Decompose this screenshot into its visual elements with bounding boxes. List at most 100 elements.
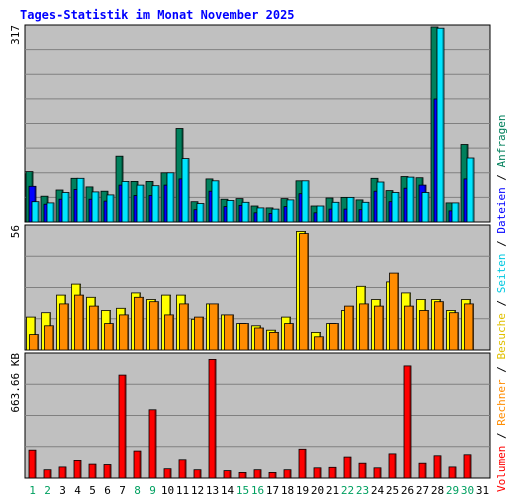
bar-rechner-day-30	[464, 303, 474, 351]
bar-shade	[124, 375, 126, 478]
bar-shade	[427, 193, 429, 222]
bar-rechner-day-1	[29, 334, 39, 351]
bar-shade	[154, 410, 156, 478]
x-tick-label-8: 8	[134, 484, 141, 497]
bar-seiten-day-28	[436, 27, 445, 223]
bar-shade	[112, 195, 114, 222]
bar-shade	[79, 460, 81, 478]
bar-volumen-day-24	[373, 467, 382, 479]
x-tick-label-7: 7	[119, 484, 126, 497]
bar-shade	[97, 192, 99, 222]
x-tick-label-2: 2	[44, 484, 51, 497]
legend-separator: /	[495, 167, 508, 187]
legend-vertical: Volumen / Rechner / Besuche / Seiten / D…	[495, 114, 508, 492]
bar-shade	[277, 332, 279, 350]
bar-seiten-day-17	[271, 208, 280, 223]
bar-rechner-day-9	[149, 301, 159, 351]
bar-rechner-day-11	[179, 303, 189, 351]
bar-seiten-day-16	[256, 207, 265, 223]
panel-top: 317	[9, 24, 491, 223]
bar-volumen-day-2	[43, 469, 52, 479]
bar-shade	[424, 463, 426, 478]
x-tick-label-14: 14	[221, 484, 235, 497]
bar-rechner-day-15	[239, 323, 249, 351]
bar-shade	[412, 306, 414, 350]
bar-shade	[52, 203, 54, 222]
bar-rechner-day-4	[74, 294, 84, 351]
bar-seiten-day-18	[286, 199, 295, 223]
bar-shade	[49, 470, 51, 478]
bar-shade	[262, 208, 264, 222]
bar-volumen-day-21	[328, 466, 337, 479]
bar-volumen-day-25	[388, 453, 397, 479]
bar-shade	[202, 204, 204, 222]
bar-shade	[367, 304, 369, 350]
bar-shade	[139, 451, 141, 478]
bar-volumen-day-29	[448, 466, 457, 479]
bar-shade	[427, 311, 429, 350]
bar-volumen-day-14	[223, 470, 232, 479]
bar-shade	[364, 463, 366, 478]
bar-shade	[457, 313, 459, 350]
chart-panels: 317 56 663.66 KB	[9, 24, 491, 479]
legend-item-seiten: Seiten	[495, 254, 508, 294]
bar-shade	[442, 302, 444, 350]
x-tick-label-26: 26	[401, 484, 414, 497]
panel-top-ymax-label: 317	[9, 25, 22, 45]
bar-shade	[199, 470, 201, 478]
x-tick-label-27: 27	[416, 484, 429, 497]
bar-rechner-day-3	[59, 303, 69, 351]
bar-shade	[304, 449, 306, 478]
legend-item-rechner: Rechner	[495, 379, 508, 426]
bar-shade	[97, 306, 99, 350]
bar-rechner-day-23	[359, 303, 369, 351]
bar-seiten-day-15	[241, 201, 250, 223]
x-tick-label-9: 9	[149, 484, 156, 497]
bar-shade	[232, 315, 234, 350]
bar-shade	[277, 209, 279, 222]
bar-shade	[457, 203, 459, 222]
bar-shade	[289, 470, 291, 478]
x-axis-labels: 1 2 3 4 5 6 7 8 9 10 11 12 13 14 15 16 17 18 19 20 21 22 23 24 2…	[29, 484, 489, 497]
bar-volumen-day-17	[268, 471, 277, 479]
bar-rechner-day-2	[44, 325, 54, 351]
bar-rechner-day-17	[269, 331, 279, 351]
bar-shade	[187, 304, 189, 350]
x-tick-label-31: 31	[476, 484, 489, 497]
bar-shade	[322, 206, 324, 222]
x-tick-label-20: 20	[311, 484, 324, 497]
bar-seiten-day-8	[136, 184, 145, 223]
bar-shade	[94, 464, 96, 478]
bar-seiten-day-30	[466, 157, 475, 223]
bar-volumen-day-1	[28, 449, 37, 479]
bar-volumen-day-26	[403, 365, 412, 479]
bar-shade	[34, 317, 36, 350]
bar-shade	[469, 455, 471, 478]
x-tick-label-15: 15	[236, 484, 249, 497]
bar-shade	[439, 456, 441, 478]
bar-seiten-day-23	[361, 201, 370, 223]
bar-shade	[307, 234, 309, 350]
bar-volumen-day-28	[433, 455, 442, 479]
bar-shade	[337, 202, 339, 222]
bar-shade	[82, 295, 84, 350]
bar-volumen-day-7	[118, 374, 127, 479]
bar-shade	[142, 185, 144, 222]
bar-volumen-day-18	[283, 469, 292, 479]
bar-shade	[172, 173, 174, 222]
bar-shade	[109, 465, 111, 478]
x-tick-label-5: 5	[89, 484, 96, 497]
bar-shade	[67, 304, 69, 350]
bar-seiten-day-1	[31, 201, 40, 223]
bar-shade	[367, 202, 369, 222]
bar-seiten-day-2	[46, 202, 55, 223]
bar-shade	[112, 324, 114, 350]
legend-item-anfragen: Anfragen	[495, 114, 508, 167]
bar-shade	[217, 181, 219, 222]
legend-separator: /	[495, 360, 508, 380]
bar-seiten-day-13	[211, 180, 220, 223]
bar-shade	[52, 326, 54, 350]
panel-bot-ymax-label: 663.66 KB	[9, 353, 22, 413]
bar-shade	[292, 200, 294, 222]
x-tick-label-3: 3	[59, 484, 66, 497]
